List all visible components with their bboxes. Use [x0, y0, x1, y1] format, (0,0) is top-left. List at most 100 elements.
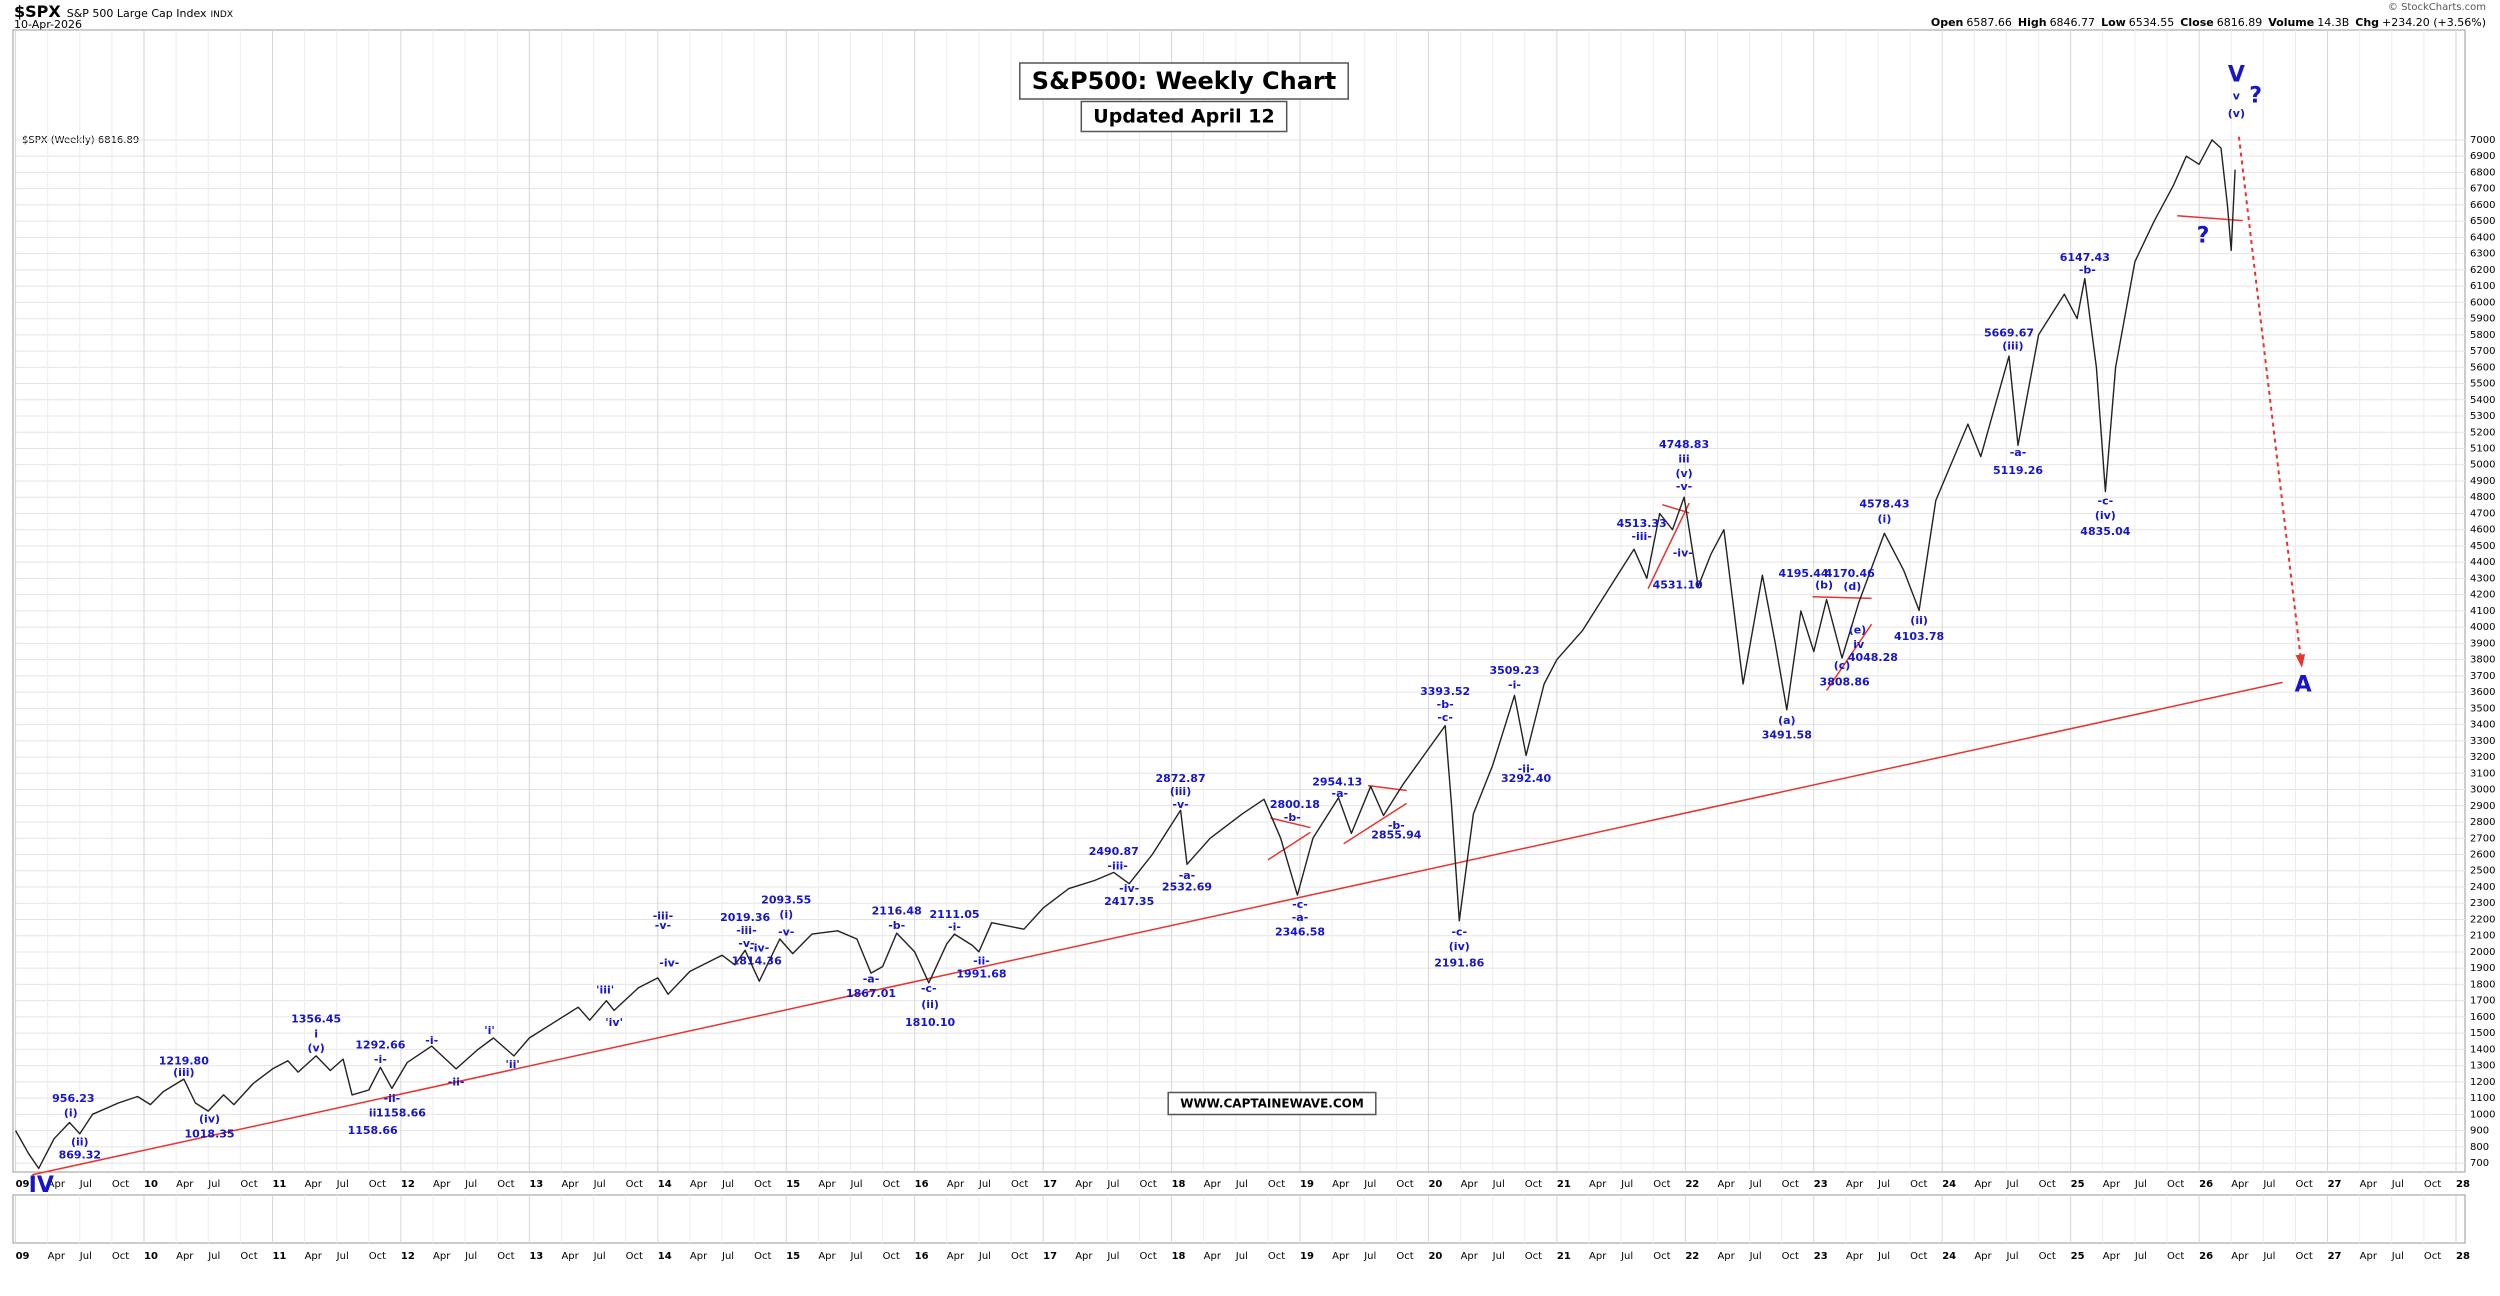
wave-annotation: 956.23	[52, 1092, 94, 1105]
trendline	[1647, 502, 1690, 589]
y-tick-label: 5900	[2470, 314, 2495, 325]
x-tick-label: Oct	[2295, 1251, 2312, 1262]
x-tick-label: Jul	[2391, 1179, 2404, 1190]
wave-annotation: 2093.55	[761, 893, 811, 906]
x-tick-label: Jul	[849, 1251, 862, 1262]
wave-annotation: 2855.94	[1371, 829, 1421, 842]
x-tick-label: Jul	[336, 1251, 349, 1262]
x-tick-label: Oct	[1011, 1251, 1028, 1262]
x-tick-label: 15	[786, 1251, 800, 1262]
wave-annotation: -a-	[2010, 446, 2027, 459]
wave-annotation: -b-	[2079, 264, 2096, 277]
x-tick-label: Apr	[1846, 1179, 1864, 1190]
x-tick-label: Oct	[1011, 1179, 1028, 1190]
x-tick-label: Oct	[1139, 1179, 1156, 1190]
y-tick-label: 4800	[2470, 492, 2495, 503]
x-tick-label: 13	[529, 1179, 543, 1190]
x-tick-label: Jul	[1877, 1179, 1890, 1190]
wave-annotation: -iv-	[659, 956, 679, 969]
wave-annotation: -iii-	[1107, 859, 1127, 872]
wave-annotation: -ii-	[973, 955, 990, 968]
y-tick-label: 800	[2470, 1142, 2489, 1153]
ohlc-label: Chg	[2355, 16, 2380, 29]
trendline	[1270, 817, 1311, 829]
y-tick-label: 5100	[2470, 444, 2495, 455]
y-tick-label: 1700	[2470, 996, 2495, 1007]
watermark-box	[1167, 1091, 1377, 1116]
y-tick-label: 1300	[2470, 1061, 2495, 1072]
wave-annotation: -v-	[1172, 798, 1188, 811]
x-tick-label: 11	[272, 1251, 286, 1262]
x-tick-label: Oct	[2167, 1179, 2184, 1190]
x-tick-label: 28	[2456, 1179, 2470, 1190]
x-tick-label: Jul	[2262, 1251, 2275, 1262]
x-tick-label: Oct	[369, 1179, 386, 1190]
wave-annotation: 2532.69	[1162, 880, 1212, 893]
x-tick-label: Apr	[1717, 1251, 1735, 1262]
x-tick-label: Apr	[1075, 1251, 1093, 1262]
wave-annotation: v	[2233, 89, 2241, 102]
x-tick-label: Apr	[433, 1251, 451, 1262]
ohlc-value: 14.3B	[2317, 16, 2350, 29]
y-tick-label: 5200	[2470, 427, 2495, 438]
wave-annotation: 1018.35	[184, 1127, 234, 1140]
wave-annotation: 2191.86	[1434, 956, 1484, 969]
wave-annotation: 2116.48	[872, 905, 922, 918]
x-tick-label: Apr	[176, 1179, 194, 1190]
wave-annotation: 2417.35	[1104, 895, 1154, 908]
ohlc-value: 6534.55	[2128, 16, 2175, 29]
x-tick-label: Apr	[1204, 1251, 1222, 1262]
y-tick-label: 3600	[2470, 687, 2495, 698]
x-tick-label: Jul	[2005, 1179, 2018, 1190]
x-tick-label: Jul	[721, 1251, 734, 1262]
x-tick-label: Oct	[2039, 1179, 2056, 1190]
y-tick-label: 3000	[2470, 785, 2495, 796]
y-tick-label: 2000	[2470, 947, 2495, 958]
x-tick-label: 22	[1685, 1251, 1699, 1262]
wave-annotation: i	[314, 1027, 318, 1040]
wave-label: ?	[2249, 83, 2262, 108]
x-tick-label: Apr	[818, 1251, 836, 1262]
y-tick-label: 1900	[2470, 963, 2495, 974]
y-tick-label: 2300	[2470, 898, 2495, 909]
wave-annotation: 6147.43	[2060, 251, 2110, 264]
x-tick-label: Apr	[1461, 1251, 1479, 1262]
x-tick-label: Jul	[1620, 1251, 1633, 1262]
y-tick-label: 1800	[2470, 979, 2495, 990]
x-tick-label: Apr	[690, 1251, 708, 1262]
wave-annotation: 'i'	[484, 1024, 495, 1037]
x-tick-label: Oct	[1653, 1179, 1670, 1190]
y-tick-label: 6500	[2470, 216, 2495, 227]
x-tick-label: Jul	[593, 1179, 606, 1190]
wave-annotation: (a)	[1778, 714, 1795, 727]
y-tick-label: 5800	[2470, 330, 2495, 341]
ohlc-item: Open 6587.66	[1931, 16, 2012, 29]
x-tick-label: Oct	[240, 1251, 257, 1262]
wave-annotation: (b)	[1815, 578, 1833, 591]
x-tick-label: 27	[2328, 1179, 2342, 1190]
wave-annotation: -v-	[738, 937, 754, 950]
ohlc-value: 6846.77	[2049, 16, 2096, 29]
x-tick-label: Apr	[1974, 1251, 1992, 1262]
exchange: INDX	[210, 10, 234, 20]
x-tick-label: Oct	[626, 1179, 643, 1190]
y-tick-label: 5500	[2470, 379, 2495, 390]
x-tick-label: Oct	[1268, 1179, 1285, 1190]
x-tick-label: Apr	[2103, 1251, 2121, 1262]
ohlc-item: Volume 14.3B	[2268, 16, 2349, 29]
wave-annotation: iv	[1853, 638, 1865, 651]
x-tick-label: Apr	[1332, 1251, 1350, 1262]
x-tick-label: 10	[144, 1179, 158, 1190]
wave-annotation: iii	[1678, 453, 1689, 466]
wave-annotation: 2490.87	[1089, 845, 1139, 858]
y-tick-label: 900	[2470, 1126, 2489, 1137]
x-tick-label: Jul	[79, 1251, 92, 1262]
x-tick-label: Apr	[176, 1251, 194, 1262]
x-tick-label: Apr	[1075, 1179, 1093, 1190]
x-tick-label: Jul	[1749, 1179, 1762, 1190]
x-tick-label: Oct	[2295, 1179, 2312, 1190]
ohlc-label: High	[2017, 16, 2047, 29]
y-tick-label: 3400	[2470, 720, 2495, 731]
x-tick-label: 28	[2456, 1251, 2470, 1262]
